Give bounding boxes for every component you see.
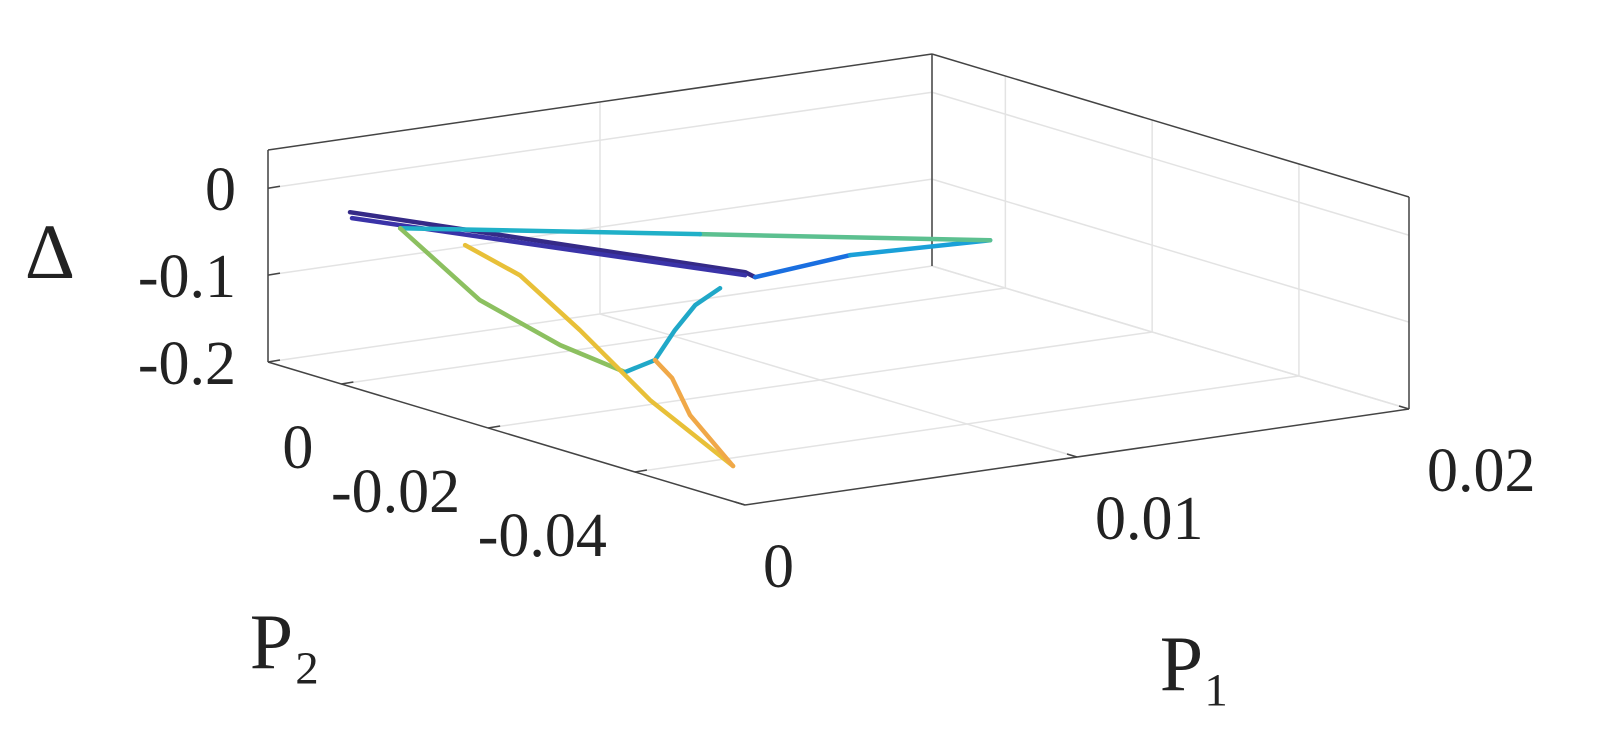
grid-line — [634, 375, 1300, 473]
y-tick-label: 0 — [282, 414, 313, 482]
x-tick — [734, 501, 746, 506]
grid-line — [599, 313, 1078, 458]
axis-box-edge — [267, 53, 933, 151]
data-line — [397, 225, 703, 237]
data-line — [397, 225, 628, 375]
z-tick — [267, 272, 281, 276]
data-line — [462, 242, 736, 469]
x-tick-label: 0 — [763, 533, 794, 601]
y-tick — [634, 469, 648, 473]
x-tick-label: 0.02 — [1427, 437, 1536, 505]
x-tick — [1066, 453, 1078, 458]
data-line — [622, 285, 723, 375]
grid-line — [931, 91, 1410, 236]
data-line — [697, 231, 993, 243]
data-line — [347, 209, 758, 280]
z-tick-label: -0.1 — [138, 243, 236, 311]
data-line — [847, 237, 993, 258]
y-axis-label: P₂ — [250, 598, 321, 685]
data-line — [752, 252, 853, 280]
x-tick-label: 0.01 — [1095, 485, 1204, 553]
x-tick — [1398, 405, 1410, 410]
y-tick-label: -0.04 — [478, 502, 607, 570]
z-tick-label: 0 — [205, 156, 236, 224]
x-axis-label: P₁ — [1160, 620, 1231, 707]
axis-box-edge — [931, 53, 1410, 198]
z-tick — [267, 359, 281, 363]
y-tick — [341, 381, 354, 385]
data-line — [652, 357, 736, 469]
z-tick — [267, 185, 281, 189]
z-tick-label: -0.2 — [138, 330, 236, 398]
axis-box-edge — [267, 361, 746, 506]
y-tick-label: -0.02 — [331, 458, 460, 526]
y-tick — [488, 425, 501, 429]
grid-line — [931, 265, 1410, 410]
grid-line — [931, 178, 1410, 323]
grid-line — [488, 331, 1153, 429]
z-axis-label: Δ — [25, 208, 75, 295]
